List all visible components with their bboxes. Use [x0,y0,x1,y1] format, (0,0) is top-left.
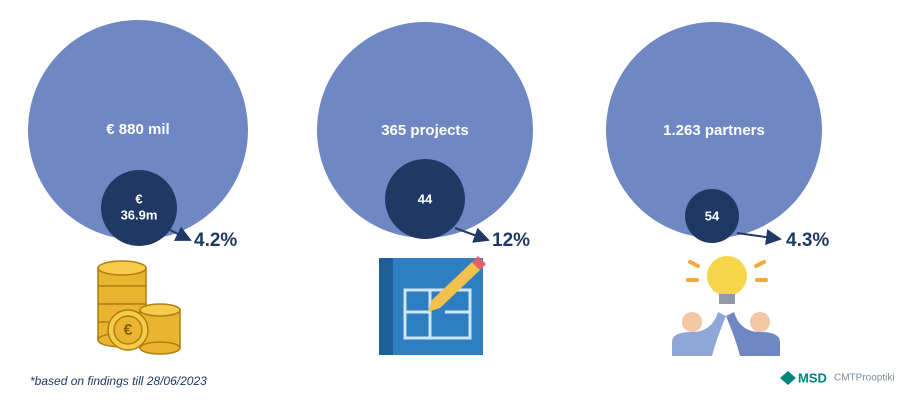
share-label: 54 [705,208,720,223]
logo-cmt: CMTProoptiki [834,373,895,384]
percent-label: 12% [492,230,530,251]
share-label: € [135,191,142,206]
item-1: € 880 mil € 36.9m 4.2% [28,20,248,251]
logos: MSD CMTProoptiki [780,370,895,385]
coins-icon: € [97,260,181,355]
svg-text:€: € [124,322,133,339]
arrow [736,229,782,245]
share-circle [101,170,177,246]
total-label: 365 projects [381,122,469,139]
share-circle [685,189,739,243]
total-circle [606,22,822,238]
arrow [454,227,490,243]
percent-label: 4.3% [786,230,829,251]
total-label: € 880 mil [106,121,169,138]
arrow [167,226,192,241]
percent-label: 4.2% [194,230,237,251]
lightbulb-icon [672,256,780,356]
total-circle [317,22,533,238]
item-3: 1.263 partners 54 4.3% [606,22,829,251]
footnote: *based on findings till 28/06/2023 [30,374,207,388]
item-2: 365 projects 44 12% [317,22,533,251]
logo-msd: MSD [798,370,827,385]
share-circle [385,159,465,239]
total-label: 1.263 partners [663,122,765,139]
total-circle [28,20,248,240]
share-label: 44 [418,191,433,206]
share-label: 36.9m [121,207,158,222]
blueprint-icon [379,256,486,355]
